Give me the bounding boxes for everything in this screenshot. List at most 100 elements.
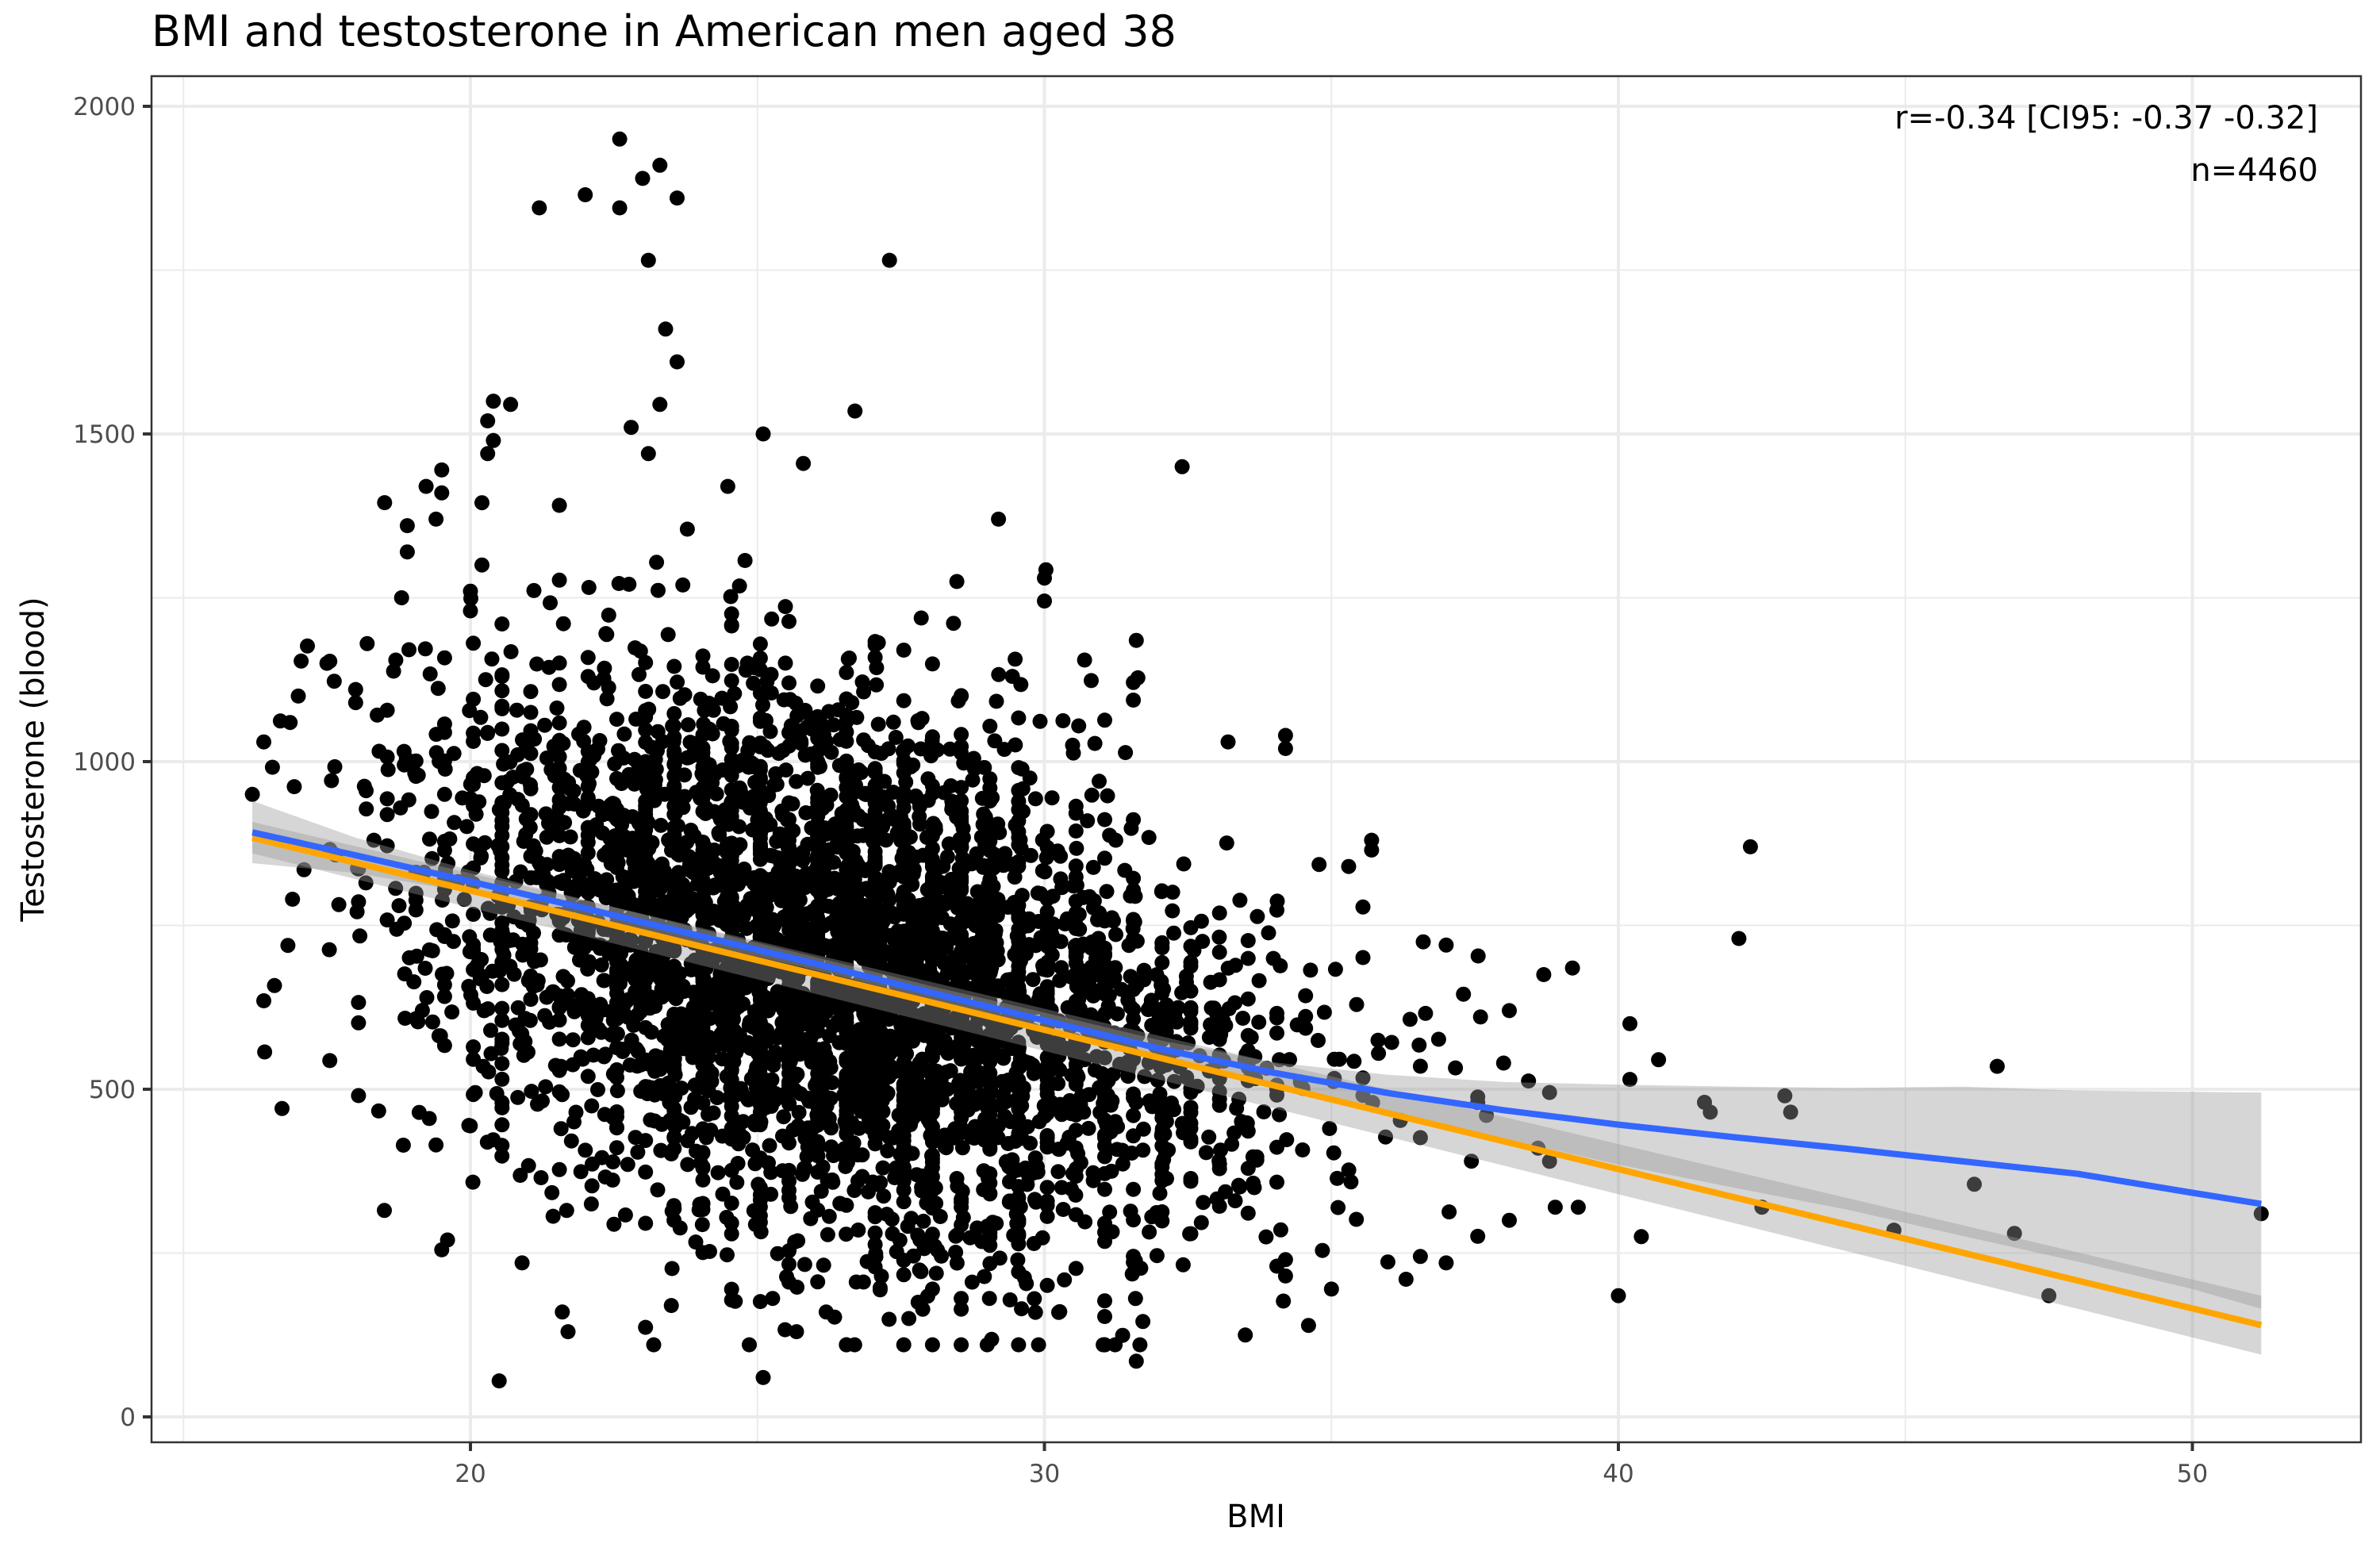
outlier-point	[612, 131, 628, 147]
outlier-point	[1610, 1288, 1626, 1303]
outlier-point	[359, 635, 375, 651]
outlier-point	[640, 252, 656, 268]
outlier-point	[1502, 1212, 1517, 1228]
outlier-point	[1456, 986, 1472, 1002]
outlier-point	[1037, 570, 1052, 586]
outlier-point	[319, 655, 335, 671]
outlier-point	[503, 397, 519, 413]
outlier-point	[1564, 960, 1580, 976]
outlier-point	[652, 157, 668, 173]
outlier-point	[1277, 727, 1293, 743]
data-points	[244, 131, 2269, 1389]
outlier-point	[640, 446, 656, 462]
outlier-point	[624, 420, 639, 436]
x-tick-label: 50	[2177, 1460, 2208, 1488]
outlier-point	[1777, 1088, 1793, 1104]
chart-title: BMI and testosterone in American men age…	[152, 6, 1177, 56]
outlier-point	[847, 403, 863, 419]
outlier-point	[2253, 1206, 2269, 1222]
y-tick-label: 2000	[73, 93, 136, 121]
outlier-point	[612, 200, 628, 216]
outlier-point	[578, 187, 593, 202]
outlier-point	[347, 681, 363, 697]
outlier-point	[463, 603, 478, 619]
outlier-point	[2041, 1288, 2057, 1303]
x-tick-label: 20	[455, 1460, 486, 1488]
outlier-point	[463, 583, 478, 599]
outlier-point	[399, 544, 415, 560]
outlier-point	[1541, 1084, 1557, 1100]
line-linear-fit	[251, 834, 2263, 1329]
outlier-point	[1990, 1058, 2005, 1074]
outlier-point	[1622, 1072, 1637, 1088]
confidence-ribbons	[252, 800, 2262, 1355]
y-tick-label: 0	[120, 1403, 136, 1432]
outlier-point	[755, 1369, 771, 1385]
x-axis: 20 30 40 50	[455, 1442, 2208, 1488]
outlier-point	[1238, 1327, 1253, 1343]
outlier-point	[290, 688, 306, 704]
outlier-point	[555, 1304, 570, 1320]
outlier-point	[244, 786, 260, 802]
y-tick-label: 500	[89, 1076, 136, 1104]
line-loess-fit	[251, 829, 2262, 1207]
x-tick-label: 40	[1603, 1460, 1633, 1488]
outlier-point	[296, 862, 312, 877]
outlier-point	[1502, 1003, 1517, 1019]
outlier-point	[480, 413, 496, 428]
outlier-point	[1702, 1104, 1718, 1120]
outlier-point	[393, 590, 409, 605]
outlier-point	[440, 1232, 455, 1248]
outlier-point	[1323, 1281, 1339, 1297]
outlier-point	[486, 432, 501, 448]
outlier-point	[1438, 1255, 1454, 1271]
outlier-point	[1570, 1200, 1586, 1215]
outlier-point	[1277, 1252, 1293, 1268]
outlier-point	[1967, 1177, 1983, 1192]
outlier-point	[658, 321, 674, 337]
outlier-point	[1364, 843, 1380, 858]
outlier-point	[1415, 934, 1431, 950]
outlier-point	[2006, 1226, 2022, 1242]
outlier-point	[1277, 741, 1293, 756]
y-tick-label: 1500	[73, 420, 136, 449]
outlier-point	[796, 455, 812, 471]
outlier-point	[480, 446, 496, 462]
outlier-point	[486, 393, 501, 409]
outlier-point	[428, 1137, 444, 1153]
outlier-point	[1037, 593, 1052, 609]
outlier-point	[635, 171, 651, 186]
outlier-point	[670, 190, 685, 206]
outlier-point	[1128, 1353, 1144, 1369]
outlier-point	[1547, 1200, 1563, 1215]
x-axis-title: BMI	[1226, 1499, 1285, 1535]
outlier-point	[1622, 1015, 1637, 1031]
outlier-point	[347, 695, 363, 711]
outlier-point	[1536, 967, 1552, 982]
outlier-point	[491, 1373, 507, 1389]
ribbon-linear-fit	[252, 821, 2262, 1355]
outlier-point	[910, 1295, 926, 1310]
y-tick-label: 1000	[73, 748, 136, 777]
outlier-point	[1398, 1272, 1414, 1287]
outlier-point	[434, 462, 450, 478]
panel-border	[150, 75, 2363, 1444]
outlier-point	[670, 354, 685, 370]
outlier-point	[388, 652, 404, 668]
outlier-point	[474, 557, 489, 573]
outlier-point	[560, 1324, 576, 1340]
outlier-point	[881, 252, 897, 268]
outlier-point	[1341, 858, 1357, 874]
outlier-point	[1128, 632, 1144, 648]
outlier-point	[1495, 1055, 1511, 1071]
outlier-point	[1731, 931, 1747, 946]
outlier-point	[1077, 652, 1092, 668]
outlier-point	[285, 892, 301, 907]
outlier-point	[428, 511, 444, 527]
outlier-point	[755, 426, 771, 442]
correlation-annotation: r=-0.34 [CI95: -0.37 -0.32]	[1894, 100, 2318, 136]
outlier-point	[256, 993, 271, 1008]
x-tick-label: 30	[1029, 1460, 1060, 1488]
outlier-point	[1541, 1154, 1557, 1169]
